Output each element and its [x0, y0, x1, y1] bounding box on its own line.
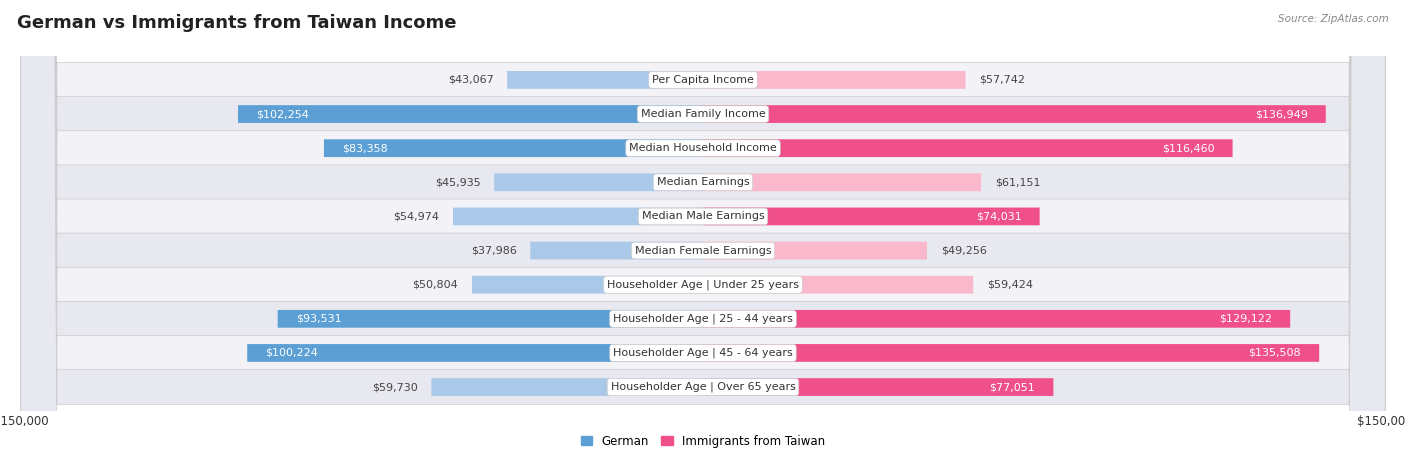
- FancyBboxPatch shape: [703, 378, 1053, 396]
- FancyBboxPatch shape: [21, 0, 1385, 467]
- Text: Median Family Income: Median Family Income: [641, 109, 765, 119]
- Text: $57,742: $57,742: [979, 75, 1025, 85]
- Text: Median Earnings: Median Earnings: [657, 177, 749, 187]
- FancyBboxPatch shape: [21, 0, 1385, 467]
- Text: Per Capita Income: Per Capita Income: [652, 75, 754, 85]
- Text: $37,986: $37,986: [471, 246, 516, 255]
- Text: $50,804: $50,804: [412, 280, 458, 290]
- FancyBboxPatch shape: [703, 139, 1233, 157]
- FancyBboxPatch shape: [21, 0, 1385, 467]
- FancyBboxPatch shape: [432, 378, 703, 396]
- FancyBboxPatch shape: [703, 71, 966, 89]
- FancyBboxPatch shape: [703, 173, 981, 191]
- Text: Householder Age | Over 65 years: Householder Age | Over 65 years: [610, 382, 796, 392]
- FancyBboxPatch shape: [238, 105, 703, 123]
- FancyBboxPatch shape: [472, 276, 703, 294]
- FancyBboxPatch shape: [703, 242, 927, 260]
- Text: $100,224: $100,224: [266, 348, 318, 358]
- Text: $49,256: $49,256: [941, 246, 987, 255]
- Text: $45,935: $45,935: [434, 177, 481, 187]
- FancyBboxPatch shape: [703, 207, 1039, 225]
- Text: $74,031: $74,031: [976, 212, 1022, 221]
- FancyBboxPatch shape: [21, 0, 1385, 467]
- Text: $102,254: $102,254: [256, 109, 309, 119]
- Text: Householder Age | Under 25 years: Householder Age | Under 25 years: [607, 279, 799, 290]
- FancyBboxPatch shape: [703, 105, 1326, 123]
- Text: $135,508: $135,508: [1249, 348, 1301, 358]
- Text: Median Male Earnings: Median Male Earnings: [641, 212, 765, 221]
- Text: $61,151: $61,151: [994, 177, 1040, 187]
- FancyBboxPatch shape: [508, 71, 703, 89]
- Text: $59,424: $59,424: [987, 280, 1033, 290]
- FancyBboxPatch shape: [703, 276, 973, 294]
- FancyBboxPatch shape: [703, 344, 1319, 362]
- Text: $54,974: $54,974: [394, 212, 439, 221]
- FancyBboxPatch shape: [247, 344, 703, 362]
- FancyBboxPatch shape: [21, 0, 1385, 467]
- Text: $77,051: $77,051: [990, 382, 1035, 392]
- Text: Median Household Income: Median Household Income: [628, 143, 778, 153]
- Text: $43,067: $43,067: [447, 75, 494, 85]
- FancyBboxPatch shape: [21, 0, 1385, 467]
- FancyBboxPatch shape: [494, 173, 703, 191]
- Text: $83,358: $83,358: [342, 143, 388, 153]
- FancyBboxPatch shape: [453, 207, 703, 225]
- Text: $93,531: $93,531: [295, 314, 342, 324]
- Legend: German, Immigrants from Taiwan: German, Immigrants from Taiwan: [581, 435, 825, 448]
- Text: $136,949: $136,949: [1254, 109, 1308, 119]
- Text: German vs Immigrants from Taiwan Income: German vs Immigrants from Taiwan Income: [17, 14, 457, 32]
- FancyBboxPatch shape: [277, 310, 703, 328]
- FancyBboxPatch shape: [21, 0, 1385, 467]
- FancyBboxPatch shape: [21, 0, 1385, 467]
- Text: $59,730: $59,730: [373, 382, 418, 392]
- FancyBboxPatch shape: [21, 0, 1385, 467]
- Text: Householder Age | 45 - 64 years: Householder Age | 45 - 64 years: [613, 348, 793, 358]
- FancyBboxPatch shape: [703, 310, 1291, 328]
- Text: $116,460: $116,460: [1161, 143, 1215, 153]
- Text: Householder Age | 25 - 44 years: Householder Age | 25 - 44 years: [613, 313, 793, 324]
- Text: $129,122: $129,122: [1219, 314, 1272, 324]
- FancyBboxPatch shape: [21, 0, 1385, 467]
- Text: Source: ZipAtlas.com: Source: ZipAtlas.com: [1278, 14, 1389, 24]
- FancyBboxPatch shape: [530, 242, 703, 260]
- FancyBboxPatch shape: [323, 139, 703, 157]
- Text: Median Female Earnings: Median Female Earnings: [634, 246, 772, 255]
